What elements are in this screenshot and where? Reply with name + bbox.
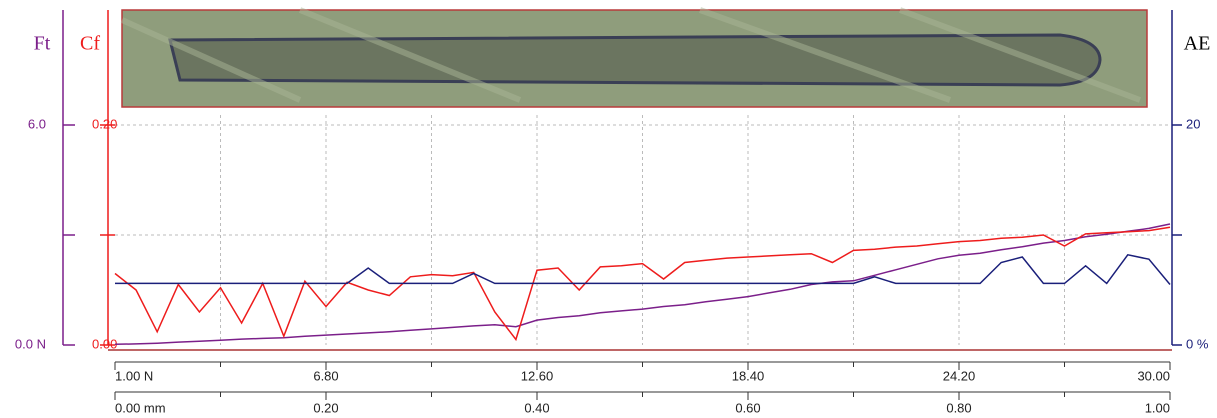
- scratch-texture: [120, 7, 1142, 103]
- series-line: [114, 223, 1171, 346]
- x-tick-label: 0.80: [946, 400, 971, 415]
- x-tick-label: 0.60: [735, 400, 760, 415]
- x-tick-label: 0.40: [524, 400, 549, 415]
- x-tick-label: 1.00: [1145, 400, 1170, 415]
- y-tick-label: 0.0 N: [15, 336, 46, 351]
- y3-tick-label: 0 %: [1186, 336, 1209, 351]
- x-tick-label: 0.20: [313, 400, 338, 415]
- series-line: [115, 253, 1171, 285]
- axis-label: Cf: [80, 33, 100, 55]
- x2-tick-label: 12.60: [521, 368, 554, 383]
- y-tick-label: 6.0: [28, 116, 46, 131]
- x2-tick-label: 18.40: [732, 368, 765, 383]
- series-line: [114, 226, 1171, 342]
- y3-tick-label: 20: [1186, 116, 1200, 131]
- x2-tick-label: 1.00 N: [115, 368, 153, 383]
- y2-tick-label: 0.20: [92, 116, 117, 131]
- scratch-track: [168, 33, 1102, 87]
- x-tick-label: 0.00 mm: [115, 400, 166, 415]
- x2-tick-label: 24.20: [943, 368, 976, 383]
- x2-tick-label: 6.80: [313, 368, 338, 383]
- axis-label: AE: [1184, 33, 1211, 55]
- x2-tick-label: 30.00: [1137, 368, 1170, 383]
- y2-tick-label: 0.00: [92, 336, 117, 351]
- axis-label: Ft: [34, 33, 51, 55]
